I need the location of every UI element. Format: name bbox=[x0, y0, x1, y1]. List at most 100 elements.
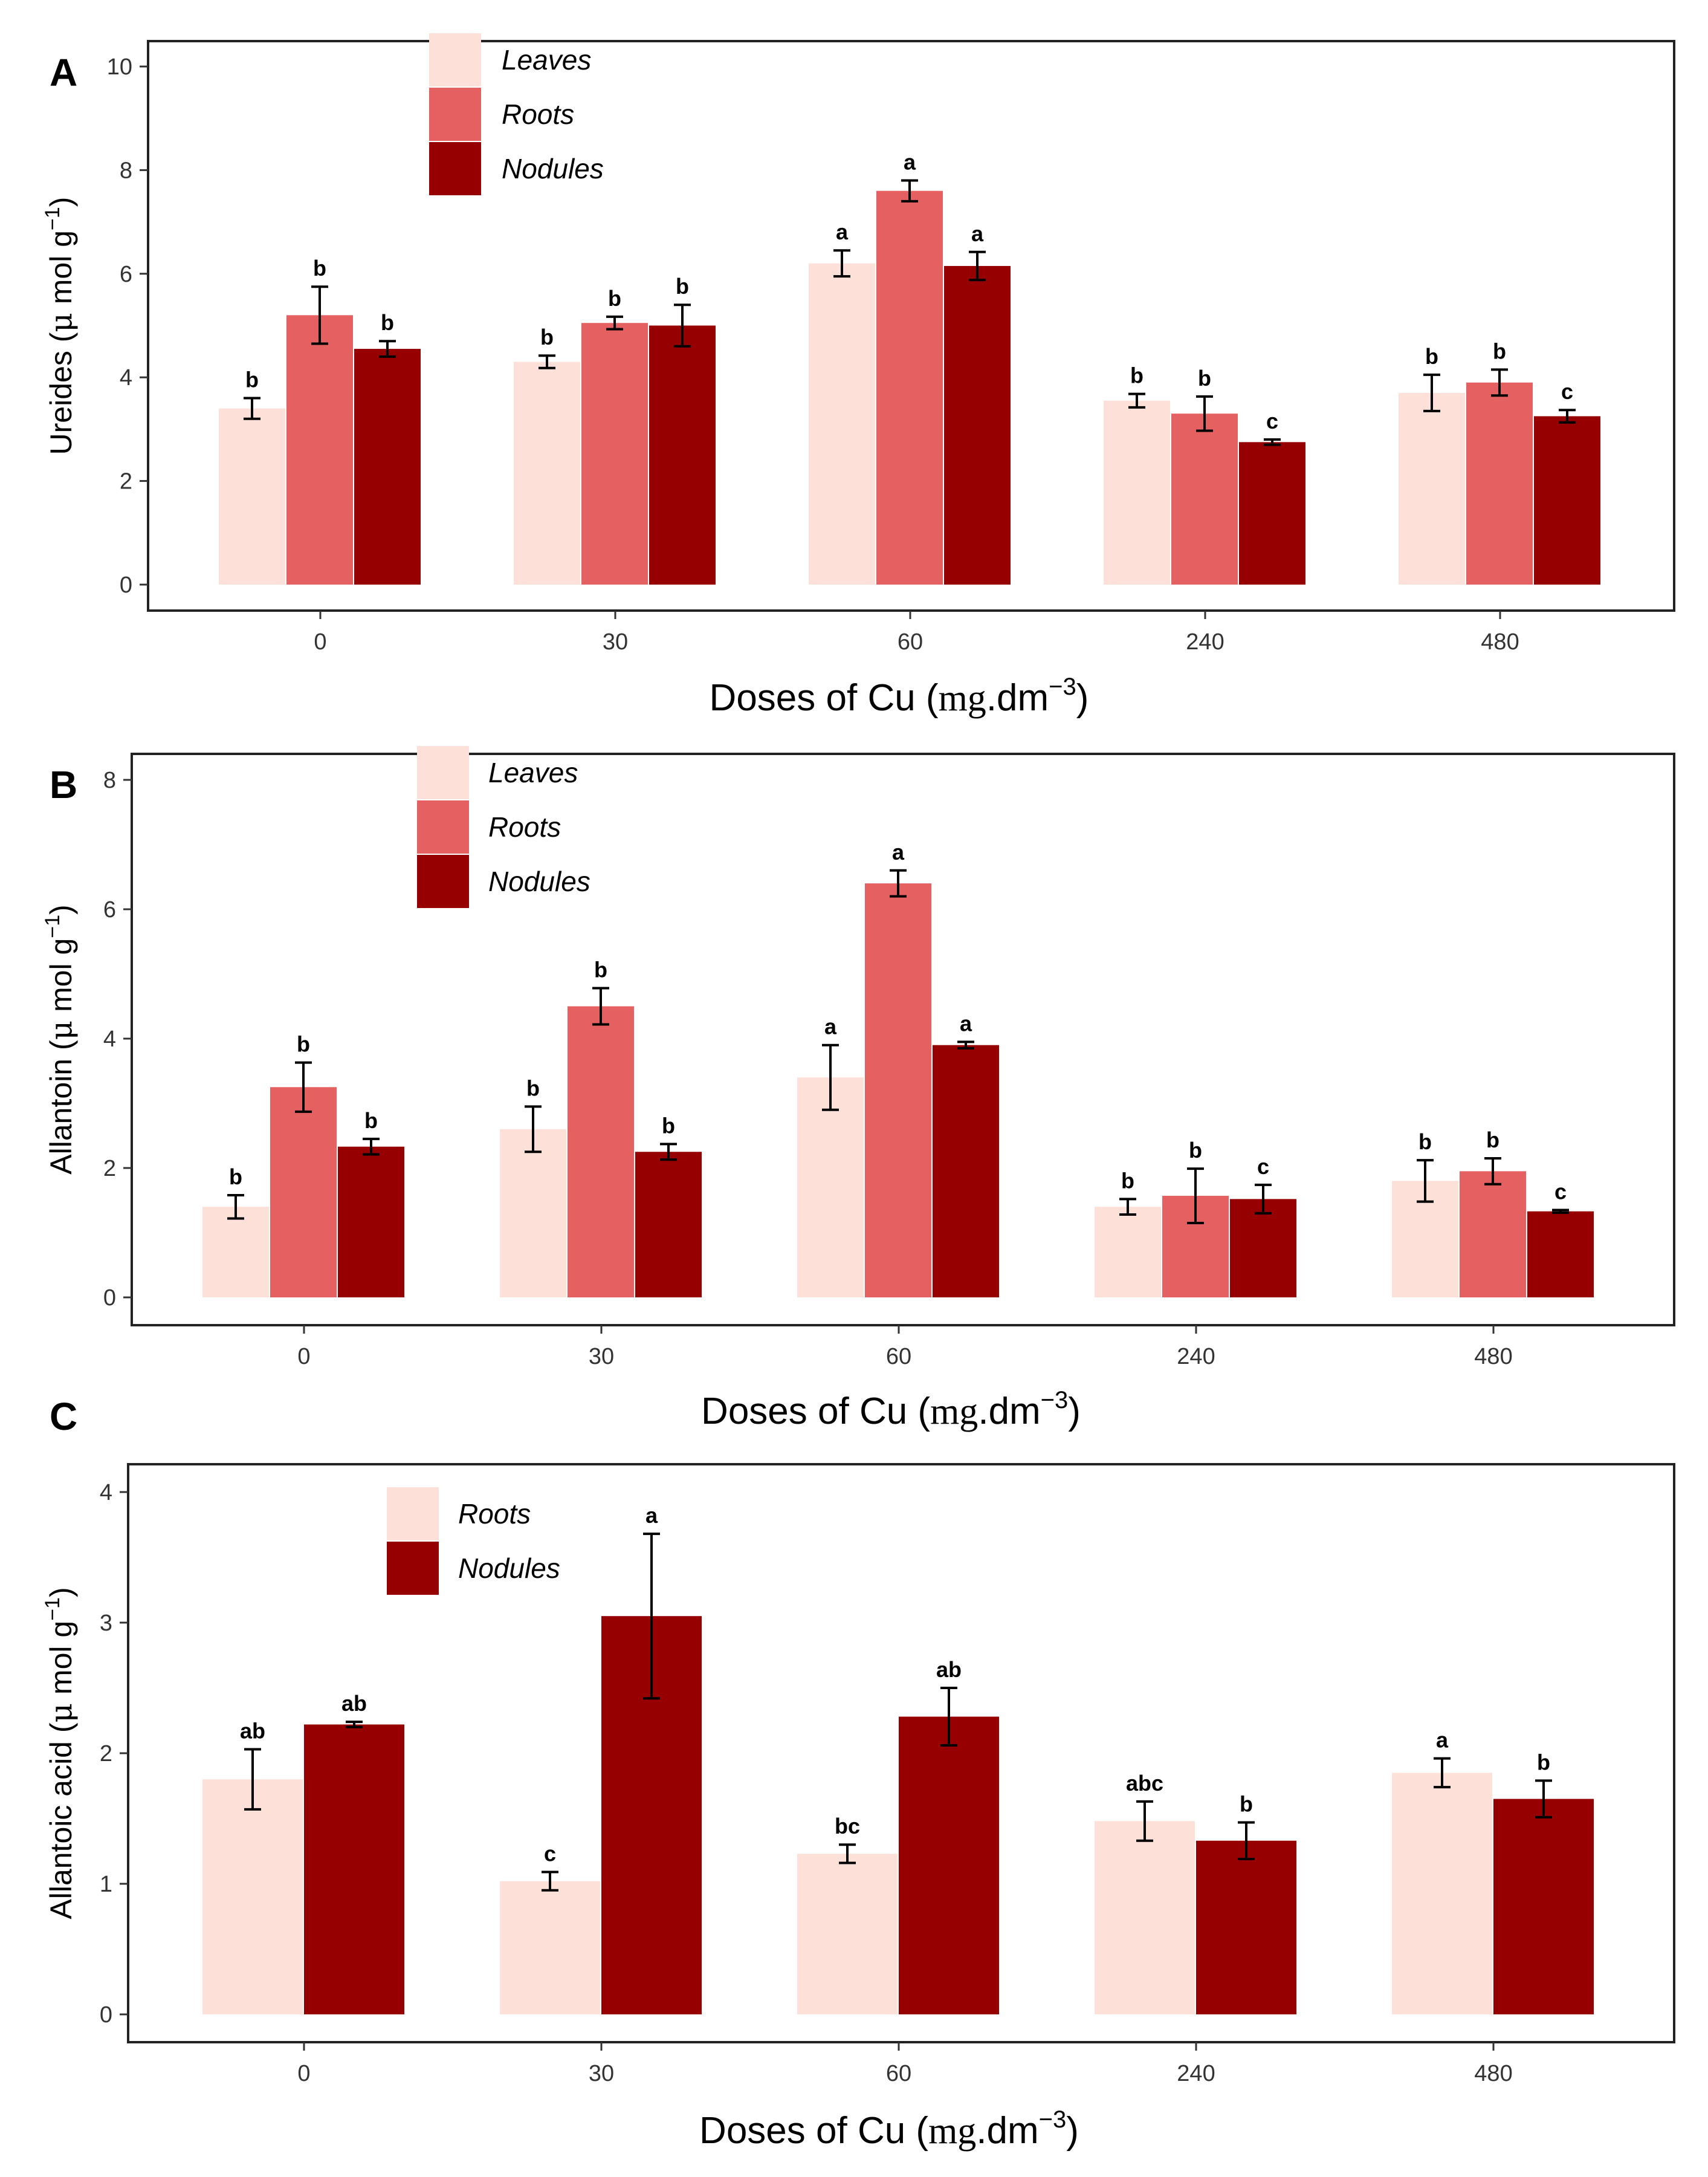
y-axis-title-unit: mol g bbox=[44, 938, 78, 1020]
bar-roots-0 bbox=[202, 1779, 303, 2014]
significance-letter: b bbox=[594, 958, 607, 982]
bar-roots-480 bbox=[1460, 1171, 1526, 1297]
y-axis-title-main: Allantoin ( bbox=[44, 1040, 78, 1175]
bar-leaves-480 bbox=[1399, 392, 1465, 585]
y-axis-title-exponent: −1 bbox=[41, 207, 64, 230]
significance-letter: b bbox=[1537, 1750, 1550, 1774]
legend: Leaves Roots Nodules bbox=[429, 33, 604, 195]
y-axis-title: Ureides (μ mol g−1) bbox=[41, 197, 79, 455]
legend-swatch-nodules bbox=[387, 1542, 439, 1595]
y-axis-title-exponent: −1 bbox=[41, 1597, 64, 1621]
y-axis-title-exponent: −1 bbox=[41, 915, 64, 938]
bar-nodules-0 bbox=[354, 349, 421, 585]
significance-letter: b bbox=[1486, 1127, 1499, 1152]
bar-roots-240 bbox=[1171, 414, 1238, 585]
y-tick-label: 4 bbox=[103, 1027, 116, 1052]
x-tick-label: 240 bbox=[1186, 629, 1224, 655]
bar-nodules-0 bbox=[304, 1724, 404, 2014]
significance-letter: a bbox=[824, 1014, 837, 1039]
bar-nodules-480 bbox=[1534, 416, 1600, 585]
bar-leaves-30 bbox=[514, 362, 580, 585]
significance-letter: bc bbox=[835, 1814, 860, 1838]
significance-letter: b bbox=[297, 1032, 310, 1057]
bar-roots-30 bbox=[500, 1881, 600, 2014]
bar-nodules-240 bbox=[1196, 1840, 1296, 2014]
significance-letter: b bbox=[1425, 344, 1438, 369]
x-tick-label: 30 bbox=[589, 1344, 614, 1369]
significance-letter: b bbox=[1198, 366, 1211, 391]
y-axis-title-close: ) bbox=[44, 1587, 78, 1597]
bar-leaves-0 bbox=[202, 1207, 269, 1297]
legend-swatch-roots bbox=[387, 1487, 439, 1540]
bar-nodules-60 bbox=[899, 1716, 999, 2014]
significance-letter: b bbox=[608, 286, 621, 311]
x-axis-title-exponent: −3 bbox=[1049, 673, 1076, 700]
bar-nodules-60 bbox=[933, 1045, 999, 1297]
bar-leaves-240 bbox=[1095, 1207, 1161, 1297]
x-tick-label: 0 bbox=[297, 2061, 310, 2086]
bar-nodules-480 bbox=[1527, 1211, 1594, 1297]
bar-roots-480 bbox=[1392, 1773, 1492, 2014]
y-axis-title: Allantoic acid (μ mol g−1) bbox=[41, 1587, 79, 1919]
bar-nodules-30 bbox=[649, 325, 716, 585]
x-axis-title-main: Doses of Cu ( bbox=[710, 677, 939, 719]
y-axis-title-main: Allantoic acid ( bbox=[44, 1722, 78, 1919]
x-axis-title: Doses of Cu (mg.dm−3) bbox=[701, 1387, 1081, 1432]
x-axis-title: Doses of Cu (mg.dm−3) bbox=[699, 2106, 1079, 2152]
bar-roots-0 bbox=[286, 315, 353, 585]
y-axis-title-mu: μ bbox=[44, 1703, 79, 1723]
x-tick-label: 240 bbox=[1177, 1344, 1215, 1369]
x-tick-label: 60 bbox=[886, 1344, 911, 1369]
bar-leaves-60 bbox=[809, 263, 875, 585]
significance-letter: b bbox=[1121, 1168, 1134, 1193]
x-tick-label: 30 bbox=[589, 2061, 614, 2086]
legend-label-leaves: Leaves bbox=[502, 44, 591, 76]
x-axis-title-exponent: −3 bbox=[1041, 1387, 1069, 1413]
significance-letter: a bbox=[960, 1011, 972, 1036]
significance-letter: ab bbox=[240, 1719, 265, 1744]
significance-letter: b bbox=[313, 256, 326, 281]
significance-letter: a bbox=[1436, 1728, 1449, 1753]
x-tick-label: 60 bbox=[886, 2061, 911, 2086]
x-tick-label: 480 bbox=[1474, 1344, 1512, 1369]
significance-letter: b bbox=[540, 325, 554, 349]
significance-letter: b bbox=[1189, 1138, 1202, 1163]
legend-label-nodules: Nodules bbox=[502, 153, 604, 184]
y-tick-label: 6 bbox=[120, 262, 132, 287]
significance-letter: c bbox=[1266, 409, 1278, 433]
significance-letter: a bbox=[836, 219, 849, 244]
significance-letter: b bbox=[1493, 339, 1506, 363]
y-axis-title-main: Ureides ( bbox=[44, 332, 78, 455]
y-axis-title-mu: μ bbox=[44, 313, 79, 333]
bar-nodules-30 bbox=[635, 1152, 702, 1297]
bar-leaves-60 bbox=[797, 1077, 864, 1297]
legend-label-roots: Roots bbox=[488, 811, 561, 843]
y-axis-title-mu: μ bbox=[44, 1020, 79, 1040]
y-tick-label: 2 bbox=[103, 1156, 116, 1181]
significance-letter: b bbox=[1130, 363, 1144, 388]
significance-letter: ab bbox=[341, 1691, 367, 1716]
x-axis-title-rest: .dm bbox=[978, 1390, 1040, 1432]
x-tick-label: 30 bbox=[603, 629, 628, 655]
significance-letter: b bbox=[364, 1108, 378, 1133]
bar-nodules-0 bbox=[338, 1146, 404, 1297]
legend-label-nodules: Nodules bbox=[458, 1552, 560, 1584]
legend-label-roots: Roots bbox=[458, 1498, 531, 1530]
bar-roots-30 bbox=[581, 323, 648, 585]
bar-nodules-240 bbox=[1239, 442, 1305, 585]
bar-roots-30 bbox=[568, 1006, 634, 1297]
y-axis-title-close: ) bbox=[44, 904, 78, 915]
significance-letter: c bbox=[1554, 1179, 1567, 1204]
bar-roots-0 bbox=[270, 1087, 337, 1297]
y-axis-title-unit: mol g bbox=[44, 1621, 78, 1703]
x-axis-title-main: Doses of Cu ( bbox=[701, 1390, 930, 1432]
significance-letter: a bbox=[645, 1503, 658, 1528]
x-axis-title-rest: .dm bbox=[976, 2110, 1038, 2152]
x-tick-label: 240 bbox=[1177, 2061, 1215, 2086]
significance-letter: c bbox=[1257, 1154, 1269, 1179]
significance-letter: a bbox=[904, 150, 916, 175]
y-axis-title: Allantoin (μ mol g−1) bbox=[41, 904, 79, 1174]
panel-label: C bbox=[50, 1395, 77, 1438]
legend-swatch-roots bbox=[429, 88, 481, 141]
